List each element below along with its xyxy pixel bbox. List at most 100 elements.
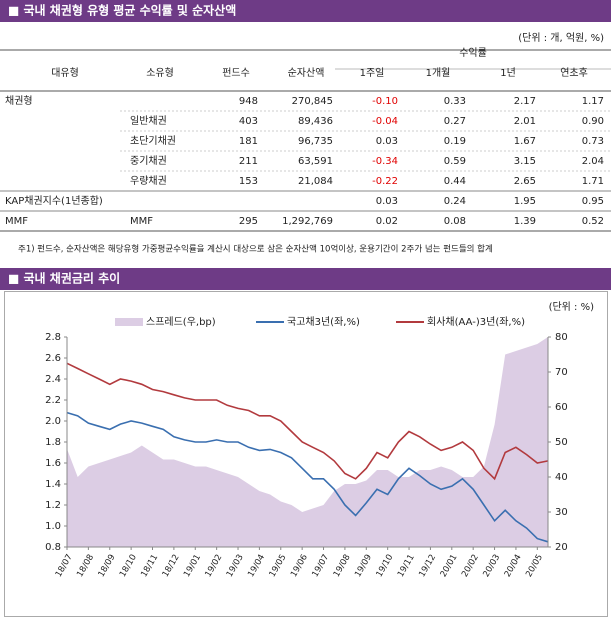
table-cell: 0.59 [444,156,466,167]
section-title: ■ 국내 채권형 유형 평균 수익률 및 순자산액 [8,3,236,18]
x-tick-label: 20/04 [503,553,524,579]
table-cell: 0.90 [582,116,604,127]
x-tick-label: 19/11 [396,553,417,579]
x-tick-label: 18/08 [75,553,96,579]
table-header: 소유형 [146,67,174,79]
y-tick-label: 2.8 [45,332,61,343]
footnote: 주1) 펀드수, 순자산액은 해당유형 가중평균수익률을 계산시 대상으로 삼은… [18,244,493,255]
section-bar [0,268,611,290]
table-cell: 1,292,769 [282,216,333,227]
y2-tick-label: 50 [555,437,568,448]
table-cell: 초단기채권 [130,135,176,147]
x-tick-label: 18/11 [139,553,160,579]
y2-tick-label: 30 [555,507,568,518]
y2-tick-label: 70 [555,367,568,378]
legend-swatch [115,318,143,326]
table-header: 1개월 [426,67,451,79]
table-cell: 0.95 [582,196,604,207]
legend-label: 회사채(AA-)3년(좌,%) [427,316,525,328]
table-header: 연초후 [560,67,588,79]
y-tick-label: 2.2 [45,395,61,406]
x-tick-label: 20/01 [439,553,460,579]
y-tick-label: 2.6 [45,353,61,364]
x-tick-label: 18/09 [97,553,118,579]
table-header: 1년 [500,67,516,79]
y-tick-label: 2.0 [45,416,61,427]
y2-tick-label: 80 [555,332,568,343]
chart-frame [4,291,608,617]
legend-label: 스프레드(우,bp) [146,316,216,328]
table-cell: 0.19 [444,136,466,147]
table-cell: 211 [239,156,258,167]
table-cell: 0.08 [444,216,466,227]
y2-tick-label: 60 [555,402,568,413]
table-cell: 중기채권 [130,155,167,167]
table-cell: 63,591 [298,156,333,167]
x-tick-label: 19/07 [310,553,331,579]
x-tick-label: 20/03 [481,553,502,579]
x-tick-label: 19/01 [182,553,203,579]
legend-label: 국고채3년(좌,%) [287,316,360,328]
x-tick-label: 20/05 [524,553,545,579]
table-header: 1주일 [360,67,385,79]
table-cell: MMF [5,216,28,227]
table-cell: 403 [239,116,258,127]
table-cell: 21,084 [298,176,333,187]
x-tick-label: 20/02 [460,553,481,579]
table-cell: 153 [239,176,258,187]
table-cell: 0.02 [376,216,398,227]
table-cell: 우량채권 [130,175,167,187]
x-tick-label: 19/05 [268,553,289,579]
table-cell: 948 [239,96,258,107]
unit: (단위 : %) [549,300,595,313]
rate-line [66,411,549,543]
table-cell: 1.71 [582,176,604,187]
table-cell: -0.34 [372,156,398,167]
table-header: 대유형 [51,67,79,79]
table-header: 수익률 [459,47,487,59]
x-tick-label: 18/10 [118,553,139,579]
table-cell: 1.67 [514,136,536,147]
table-cell: 1.17 [582,96,604,107]
y2-tick-label: 20 [555,542,568,553]
table-cell: 2.04 [582,156,604,167]
x-tick-label: 19/12 [417,553,438,579]
spread-area [67,337,548,547]
x-tick-label: 19/03 [225,553,246,579]
section-bar [0,0,611,22]
table-cell: 89,436 [298,116,333,127]
x-tick-label: 19/02 [203,553,224,579]
table-cell: 295 [239,216,258,227]
x-tick-label: 19/04 [246,553,267,579]
y-tick-label: 2.4 [45,374,61,385]
table-cell: 270,845 [292,96,333,107]
table-cell: 0.27 [444,116,466,127]
y-tick-label: 1.8 [45,437,61,448]
table-cell: 0.52 [582,216,604,227]
x-tick-label: 18/12 [161,553,182,579]
table-cell: KAP채권지수(1년종합) [5,195,103,207]
y-tick-label: 1.4 [45,479,61,490]
x-tick-label: 19/09 [353,553,374,579]
table-cell: 일반채권 [130,115,167,127]
x-tick-label: 19/06 [289,553,310,579]
table-cell: MMF [130,216,153,227]
table-cell: 0.33 [444,96,466,107]
table-cell: 0.24 [444,196,466,207]
table-cell: 2.65 [514,176,536,187]
y2-tick-label: 40 [555,472,568,483]
table-cell: 0.03 [376,196,398,207]
table-cell: -0.22 [372,176,398,187]
x-tick-label: 19/10 [375,553,396,579]
table-cell: -0.04 [372,116,398,127]
y-tick-label: 1.0 [45,521,61,532]
table-cell: 0.44 [444,176,466,187]
section-title: ■ 국내 채권금리 추이 [8,271,120,286]
x-tick-label: 19/08 [332,553,353,579]
table-cell: 채권형 [5,95,33,107]
table-cell: 181 [239,136,258,147]
table-cell: 1.39 [514,216,536,227]
table-cell: 2.17 [514,96,536,107]
unit: (단위 : 개, 억원, %) [518,31,604,44]
